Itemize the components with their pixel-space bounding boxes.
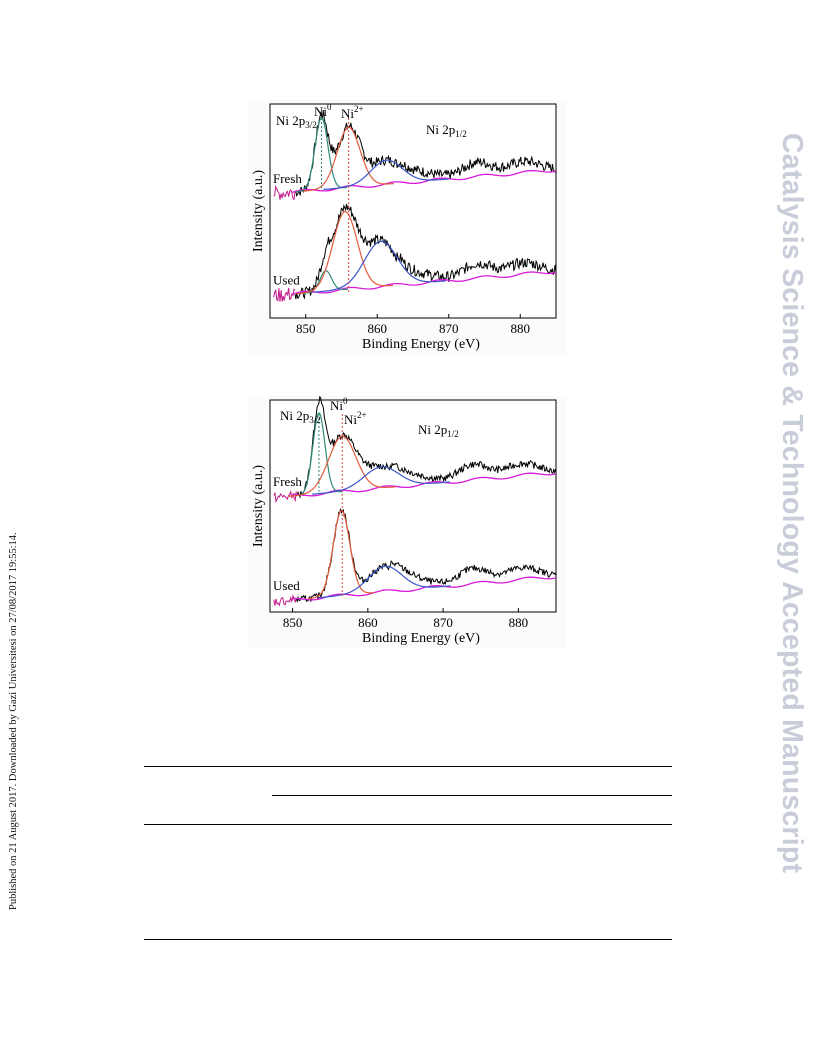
plot-frame bbox=[269, 399, 557, 613]
fit-peak-fresh-2 bbox=[288, 435, 396, 497]
raw-spectrum-fresh bbox=[294, 110, 557, 198]
annotation-4: Ni 2p1/2 bbox=[418, 422, 459, 439]
pre-edge-trace-used bbox=[273, 288, 296, 302]
annotation-4: Ni 2p1/2 bbox=[426, 122, 467, 139]
series-label-fresh: Fresh bbox=[273, 171, 302, 186]
fit-peak-used-2 bbox=[318, 565, 451, 599]
annotation-1: Ni 2p3/2 bbox=[280, 408, 321, 425]
xps-figure-top: 850 860 870 880 Binding Energy (eV) Intensity… bbox=[248, 100, 566, 356]
x-tick-label-870: 870 bbox=[433, 615, 453, 630]
plot-frame bbox=[269, 103, 557, 319]
xps-figure-bottom: 850 860 870 880 Binding Energy (eV) Intensity… bbox=[248, 396, 566, 648]
annotation-1: Ni 2p3/2 bbox=[276, 113, 317, 130]
annotation-3: Ni2+ bbox=[341, 104, 364, 121]
table-bottom-rule bbox=[144, 939, 672, 940]
x-tick-label-860: 860 bbox=[368, 321, 388, 336]
fit-peak-fresh-3 bbox=[312, 466, 450, 495]
pre-edge-trace-fresh bbox=[273, 184, 296, 201]
y-axis-label: Intensity (a.u.) bbox=[251, 465, 266, 547]
x-tick-label-880: 880 bbox=[509, 615, 529, 630]
annotation-3: Ni2+ bbox=[344, 410, 367, 427]
annotation-2: Ni0 bbox=[330, 396, 348, 413]
raw-spectrum-used bbox=[294, 203, 557, 300]
fit-peak-fresh-1 bbox=[294, 412, 343, 497]
fit-peak-fresh-1 bbox=[295, 116, 347, 193]
background-line-used bbox=[291, 271, 557, 296]
x-axis-label: Binding Energy (eV) bbox=[362, 631, 480, 646]
annotation-2: Ni0 bbox=[314, 102, 332, 119]
background-line-used bbox=[292, 576, 557, 601]
xps-chart-bottom: 850 860 870 880 Binding Energy (eV) Intensity… bbox=[251, 396, 557, 646]
x-tick-label-850: 850 bbox=[296, 321, 316, 336]
series-label-used: Used bbox=[273, 273, 300, 288]
x-tick-label-880: 880 bbox=[511, 321, 531, 336]
x-tick-label-850: 850 bbox=[283, 615, 303, 630]
y-axis-label: Intensity (a.u.) bbox=[251, 170, 266, 252]
x-tick-label-860: 860 bbox=[358, 615, 378, 630]
fit-peak-used-1 bbox=[308, 509, 374, 600]
table-top-rule bbox=[144, 766, 672, 767]
table-header-rule bbox=[144, 824, 672, 825]
fit-peak-fresh-3 bbox=[323, 159, 449, 191]
series-label-fresh: Fresh bbox=[273, 474, 302, 489]
pre-edge-trace-used bbox=[273, 594, 297, 607]
raw-spectrum-fresh bbox=[295, 396, 556, 499]
background-line-fresh bbox=[291, 169, 557, 194]
table-header-subrule bbox=[272, 795, 672, 796]
journal-watermark: Catalysis Science & Technology Accepted … bbox=[776, 133, 808, 874]
fit-peak-used-2 bbox=[296, 210, 393, 295]
publication-notice: Published on 21 August 2017. Downloaded … bbox=[8, 532, 19, 910]
x-tick-label-870: 870 bbox=[439, 321, 459, 336]
fit-peak-used-3 bbox=[314, 240, 446, 293]
xps-chart-top: 850 860 870 880 Binding Energy (eV) Intensity… bbox=[251, 102, 557, 352]
x-axis-label: Binding Energy (eV) bbox=[362, 337, 480, 352]
series-label-used: Used bbox=[273, 578, 300, 593]
